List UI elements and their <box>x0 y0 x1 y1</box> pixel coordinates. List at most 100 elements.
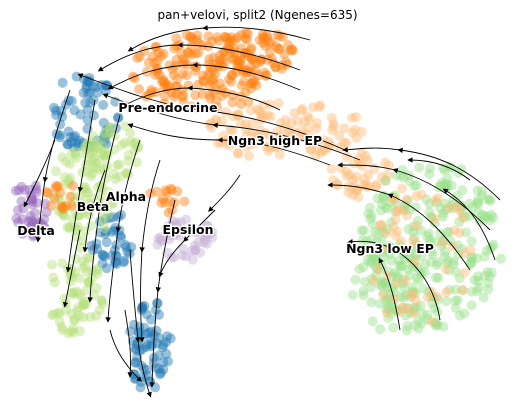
cell-point <box>100 132 111 143</box>
cell-point <box>444 284 455 295</box>
cell-point <box>199 229 210 240</box>
streamline <box>208 174 241 212</box>
cell-point <box>426 212 437 223</box>
cell-point <box>100 173 111 184</box>
cell-point <box>103 127 114 138</box>
cell-point <box>429 236 440 247</box>
cell-point <box>274 43 285 54</box>
cell-point <box>124 248 135 259</box>
cell-point <box>459 308 470 319</box>
cell-point <box>81 144 92 155</box>
cell-point <box>228 54 239 65</box>
cell-point <box>255 107 266 118</box>
cell-point <box>369 226 380 237</box>
cell-point <box>211 114 221 125</box>
cell-point <box>74 135 85 146</box>
cell-point <box>482 267 493 277</box>
cluster-label-alpha: Alpha <box>106 189 146 204</box>
cell-point <box>454 310 465 321</box>
cell-point <box>100 132 111 142</box>
cell-point <box>235 91 246 102</box>
cell-point <box>241 141 252 152</box>
cell-point <box>433 257 443 268</box>
cell-point <box>440 246 451 257</box>
cell-point <box>287 44 298 55</box>
cell-point <box>90 142 101 153</box>
cell-point <box>350 112 361 123</box>
cell-point <box>395 261 406 271</box>
streamline <box>82 169 106 253</box>
cell-point <box>395 292 406 302</box>
cell-point <box>486 209 497 220</box>
cell-point <box>376 221 387 232</box>
cell-point <box>409 180 420 191</box>
cell-point <box>452 295 463 306</box>
cell-point <box>416 251 427 262</box>
cell-point <box>207 36 217 47</box>
cell-point <box>472 271 483 282</box>
cell-point <box>214 78 225 89</box>
cell-point <box>326 164 337 174</box>
cell-point <box>436 241 447 252</box>
cell-point <box>251 80 262 91</box>
cell-point <box>423 240 434 251</box>
cell-point <box>415 245 426 256</box>
cell-point <box>395 306 406 317</box>
cell-point <box>92 143 103 153</box>
cell-point <box>375 298 385 309</box>
cell-point <box>382 224 393 235</box>
cell-point <box>431 320 441 331</box>
cell-point <box>82 114 93 125</box>
cell-point <box>443 255 454 266</box>
cell-point <box>187 254 198 265</box>
cell-point <box>347 127 358 138</box>
cell-point <box>162 331 173 342</box>
cell-point <box>74 326 85 337</box>
cell-point <box>17 228 28 239</box>
cell-point <box>54 308 65 319</box>
cell-point <box>212 32 223 43</box>
cell-point <box>375 324 386 335</box>
cell-point <box>165 333 176 344</box>
cell-point <box>379 277 390 288</box>
cell-point <box>391 278 402 289</box>
cell-point <box>260 128 271 139</box>
cell-point <box>144 327 155 338</box>
cell-point <box>58 204 69 215</box>
cell-point <box>358 262 369 273</box>
cell-point <box>449 225 460 236</box>
cell-point <box>119 137 130 148</box>
streamline <box>87 114 121 303</box>
cell-point <box>351 171 362 182</box>
cell-point <box>369 163 380 174</box>
cell-point <box>80 182 91 193</box>
cell-point <box>189 240 200 251</box>
cell-point <box>359 174 370 184</box>
cell-point <box>49 193 60 204</box>
cell-point <box>242 34 253 45</box>
cell-point <box>156 197 167 208</box>
cell-point <box>54 132 65 143</box>
cell-point <box>381 228 392 238</box>
cell-point <box>452 190 463 201</box>
cell-point <box>13 205 23 216</box>
cell-point <box>452 240 463 251</box>
cell-point <box>48 309 59 320</box>
cell-point <box>308 102 319 113</box>
cell-point <box>71 286 82 297</box>
cell-point <box>66 308 77 319</box>
cell-point <box>240 119 251 130</box>
cell-point <box>407 282 418 293</box>
cell-point <box>74 311 85 322</box>
cell-point <box>262 32 273 43</box>
cell-point <box>439 198 450 209</box>
cell-point <box>383 313 394 323</box>
cell-point <box>441 258 452 269</box>
cell-point <box>430 195 441 206</box>
cell-point <box>80 299 91 310</box>
cell-point <box>232 61 243 72</box>
cell-point <box>225 124 236 135</box>
cell-point <box>421 194 432 205</box>
cell-point <box>238 65 249 76</box>
cell-point <box>120 241 131 252</box>
